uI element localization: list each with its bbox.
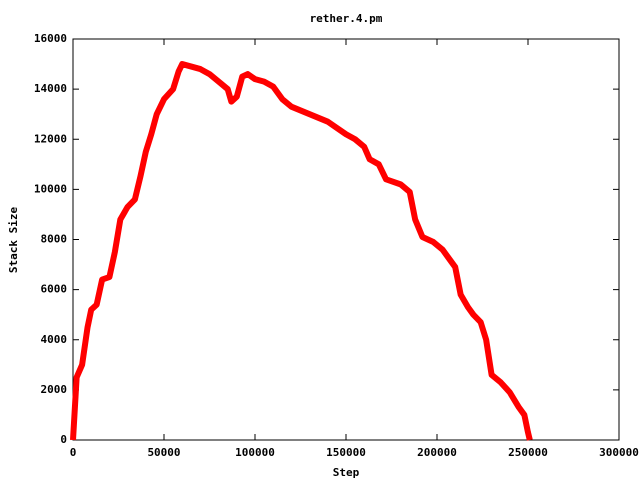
x-tick-label: 250000 <box>508 446 548 459</box>
y-tick-label: 12000 <box>34 132 67 145</box>
y-tick-label: 14000 <box>34 82 67 95</box>
x-tick-label: 150000 <box>326 446 366 459</box>
x-tick-label: 50000 <box>147 446 180 459</box>
x-tick-label: 100000 <box>235 446 275 459</box>
y-tick-label: 6000 <box>41 283 68 296</box>
y-tick-label: 16000 <box>34 32 67 45</box>
x-tick-label: 300000 <box>599 446 639 459</box>
x-tick-label: 0 <box>70 446 77 459</box>
y-tick-label: 10000 <box>34 182 67 195</box>
x-axis-label: Step <box>333 466 360 479</box>
y-axis-label: Stack Size <box>7 207 20 274</box>
plot-border <box>72 38 620 441</box>
data-line <box>70 61 533 441</box>
y-tick-label: 2000 <box>41 383 68 396</box>
y-tick-label: 8000 <box>41 233 68 246</box>
x-tick-label: 200000 <box>417 446 457 459</box>
y-tick-label: 4000 <box>41 333 68 346</box>
y-tick-label: 0 <box>60 433 67 446</box>
chart-title: rether.4.pm <box>310 12 383 25</box>
